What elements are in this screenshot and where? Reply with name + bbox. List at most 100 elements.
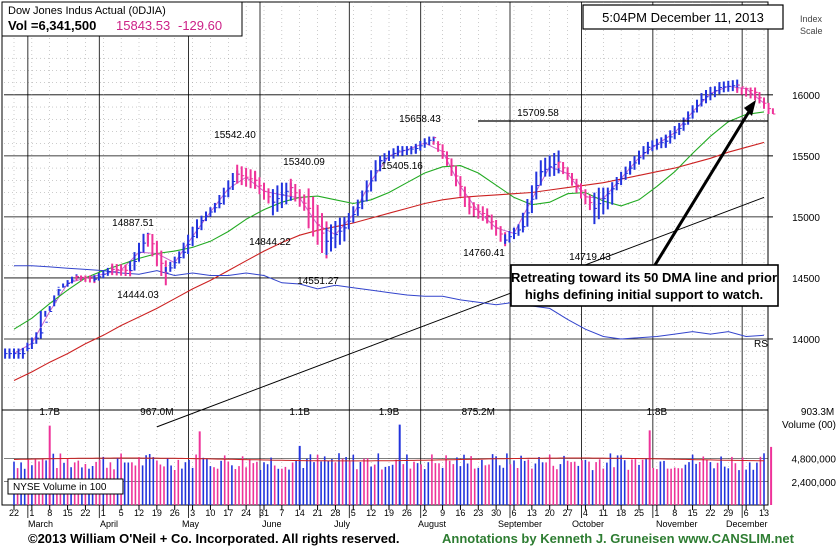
x-tick-label: 22 [9,508,19,518]
header-box-frame [1,1,243,37]
x-tick-label: 2 [422,508,427,518]
price-label: 15542.40 [214,130,256,141]
x-tick-label: 15 [63,508,73,518]
x-month-label: October [572,519,604,529]
price-change: -129.60 [178,18,222,33]
footer: ©2013 William O'Neil + Co. Incorporated.… [0,530,840,550]
price-label: 14760.41 [463,248,505,259]
price-label: 14444.03 [117,290,159,301]
header-box: Dow Jones Indus Actual (0DJIA) Vol =6,34… [1,1,243,37]
x-tick-label: 1 [29,508,34,518]
x-tick-label: 14 [295,508,305,518]
y-tick-label: 16000 [792,91,820,102]
x-tick-label: 19 [152,508,162,518]
x-tick-label: 28 [330,508,340,518]
volume-annotation: 967.0M [140,407,173,418]
x-tick-label: 23 [473,508,483,518]
price-label: 14844.22 [249,237,291,248]
x-month-label: December [726,519,768,529]
chart-canvas: 1.7B 967.0M 1.1B 1.9B 875.2M 1.8B 903.3M 15542… [1,1,837,529]
x-tick-label: 21 [313,508,323,518]
y-tick-label: 14000 [792,335,820,346]
x-tick-label: 5 [351,508,356,518]
x-tick-label: 13 [527,508,537,518]
price-label: 15658.43 [399,114,441,125]
x-tick-label: 27 [563,508,573,518]
x-month-label: April [100,519,118,529]
x-tick-label: 24 [241,508,251,518]
volume-annotation: 1.7B [39,407,60,418]
x-month-label: September [498,519,542,529]
volume-legend-text: NYSE Volume in 100 [13,482,107,493]
x-tick-label: 26 [402,508,412,518]
volume-annotation: 1.9B [379,407,400,418]
volume-average-line [13,457,764,462]
rs-line [14,265,765,340]
trend-line [156,196,765,428]
x-tick-label: 7 [279,508,284,518]
x-tick-label: 18 [616,508,626,518]
timestamp-box: 5:04PM December 11, 2013 [582,4,784,30]
x-tick-label: 31 [259,508,269,518]
x-tick-label: 5 [119,508,124,518]
price-label: 15340.09 [283,157,325,168]
x-tick-label: 15 [688,508,698,518]
x-month-label: August [418,519,447,529]
volume-legend: NYSE Volume in 100 [7,478,124,495]
volume-tick-label: 2,400,000 [792,478,837,489]
callout-line: highs defining initial support to watch. [525,287,763,302]
callout-arrowhead [744,100,756,116]
x-tick-label: 6 [744,508,749,518]
y-tick-label: 15000 [792,213,820,224]
timestamp: 5:04PM December 11, 2013 [602,10,764,25]
x-tick-label: 30 [491,508,501,518]
price-label: 15405.16 [381,161,423,172]
x-tick-label: 16 [455,508,465,518]
x-tick-label: 8 [672,508,677,518]
volume-label: Vol =6,341,500 [8,18,96,33]
x-month-label: May [182,519,200,529]
x-tick-label: 13 [759,508,769,518]
volume-axis: 2,400,000 4,800,000 [792,455,837,489]
ma-200-line [13,141,765,381]
timestamp-box-frame [582,4,784,30]
x-tick-label: 1 [654,508,659,518]
volume-annotation: 1.8B [647,407,668,418]
price-label: 14887.51 [112,218,154,229]
x-tick-label: 4 [583,508,588,518]
x-tick-label: 8 [47,508,52,518]
copyright: ©2013 William O'Neil + Co. Incorporated.… [28,531,400,546]
volume-axis-label: Volume (00) [782,420,836,431]
x-tick-label: 12 [366,508,376,518]
y-tick-label: 15500 [792,152,820,163]
x-month-label: July [334,519,351,529]
x-tick-label: 20 [545,508,555,518]
chart-title: Dow Jones Indus Actual (0DJIA) [8,5,166,17]
volume-pane: 1.7B 967.0M 1.1B 1.9B 875.2M 1.8B 903.3M [4,407,834,505]
annotations-credit: Annotations by Kenneth J. Gruneisen www.… [442,531,794,546]
x-tick-label: 17 [223,508,233,518]
x-tick-label: 22 [80,508,90,518]
volume-legend-frame [7,478,124,495]
volume-annotation: 1.1B [289,407,310,418]
x-tick-label: 12 [134,508,144,518]
volume-annotation: 903.3M [801,407,834,418]
rs-label: RS [754,339,768,350]
x-axis: 22 1 8 15 22 1 5 12 19 26 3 10 17 24 31 7 14 21 28 5 12 19 26 2… [9,505,769,529]
price-bars [4,79,776,359]
x-tick-label: 10 [205,508,215,518]
callout-box [510,264,779,307]
callout-arrow [653,109,752,266]
volume-tick-label: 4,800,000 [792,455,837,466]
x-tick-label: 22 [705,508,715,518]
callout-line: Retreating toward its 50 DMA line and pr… [511,270,777,285]
price-label: 15709.58 [517,108,559,119]
x-tick-label: 1 [101,508,106,518]
index-scale-label: Index [800,14,823,24]
x-month-label: June [262,519,282,529]
price-label: 14719.43 [569,252,611,263]
y-tick-label: 14500 [792,274,820,285]
x-tick-label: 6 [511,508,516,518]
x-month-label: March [28,519,53,529]
